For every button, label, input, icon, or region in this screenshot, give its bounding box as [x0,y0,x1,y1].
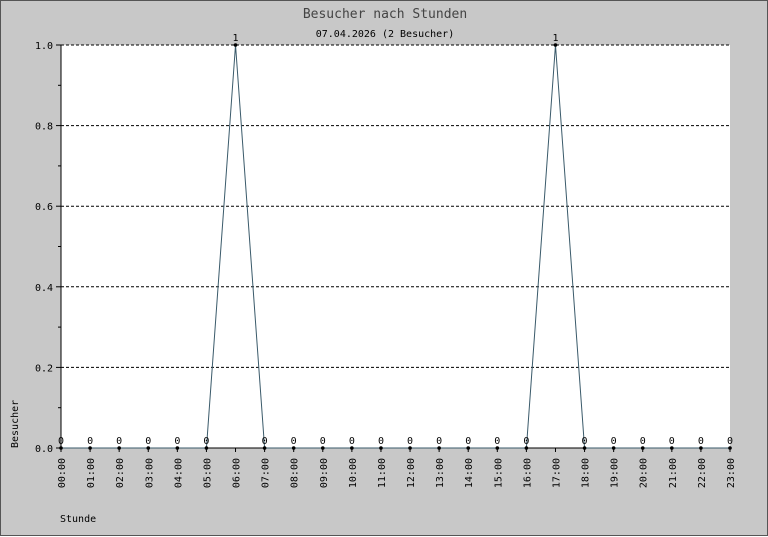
x-tick-label: 07:00 [261,458,272,488]
data-label: 0 [523,436,529,447]
data-point [262,446,267,450]
data-label: 0 [378,436,384,447]
data-label: 0 [611,436,617,447]
data-label: 1 [552,33,558,44]
data-label: 0 [582,436,588,447]
x-tick-label: 03:00 [144,458,155,488]
x-tick-label: 09:00 [319,458,330,488]
data-label: 0 [640,436,646,447]
data-label: 0 [669,436,675,447]
data-point [582,446,587,450]
data-label: 0 [291,436,297,447]
data-point [291,446,296,450]
data-label: 0 [145,436,151,447]
y-tick-label: 0.2 [35,363,53,374]
y-tick-label: 0.8 [35,122,53,133]
data-label: 0 [407,436,413,447]
data-label: 0 [87,436,93,447]
x-tick-label: 21:00 [668,458,679,488]
data-point [640,446,645,450]
data-label: 0 [203,436,209,447]
x-tick-label: 08:00 [290,458,301,488]
data-label: 0 [436,436,442,447]
x-tick-label: 01:00 [86,458,97,488]
data-point [553,43,558,47]
x-tick-label: 12:00 [406,458,417,488]
data-point [495,446,500,450]
x-tick-label: 14:00 [464,458,475,488]
data-point [233,43,238,47]
chart-title: Besucher nach Stunden [303,7,467,22]
x-tick-label: 11:00 [377,458,388,488]
data-label: 0 [58,436,64,447]
data-point [670,446,674,450]
data-point [408,446,412,450]
data-point [59,446,63,450]
data-point [728,446,732,450]
x-tick-label: 17:00 [551,458,562,488]
data-point [437,446,441,450]
data-label: 0 [116,436,122,447]
grid-layer [61,44,730,368]
data-point [379,446,383,450]
data-label: 1 [233,33,239,44]
y-tick-label: 0.6 [35,202,53,213]
y-tick-label: 0.0 [35,444,53,455]
data-point [117,446,121,450]
data-label: 0 [465,436,471,447]
data-point [320,446,325,450]
x-tick-label: 23:00 [726,458,737,488]
x-axis-label: Stunde [60,514,96,525]
x-tick-label: 06:00 [232,458,243,488]
data-label: 0 [262,436,268,447]
data-label: 0 [727,436,733,447]
data-point [350,446,354,450]
data-point [204,446,209,450]
data-label: 0 [698,436,704,447]
x-tick-label: 22:00 [697,458,708,488]
x-tick-label: 13:00 [435,458,446,488]
data-point [611,446,616,450]
plot-area [61,45,730,448]
data-point [146,446,151,450]
x-tick-label: 10:00 [348,458,359,488]
x-tick-label: 02:00 [115,458,126,488]
chart-subtitle: 07.04.2026 (2 Besucher) [316,29,454,40]
data-point [524,446,529,450]
x-tick-label: 20:00 [639,458,650,488]
x-tick-label: 04:00 [173,458,184,488]
data-label: 0 [174,436,180,447]
x-tick-label: 18:00 [581,458,592,488]
data-label: 0 [320,436,326,447]
data-point [466,446,471,450]
data-point [175,446,180,450]
data-label: 0 [349,436,355,447]
x-tick-label: 16:00 [522,458,533,488]
x-tick-label: 05:00 [202,458,213,488]
y-tick-label: 0.4 [35,283,53,294]
series-layer: 0 0 0 0 0 0 1 0 0 0 0 0 0 0 0 0 0 1 0 0 0 0 0 0 [58,33,733,450]
data-point [88,446,92,450]
y-axis-label: Besucher [10,400,21,448]
series-line [61,44,730,449]
x-tick-label: 15:00 [493,458,504,488]
x-tick-label: 19:00 [610,458,621,488]
data-label: 0 [494,436,500,447]
data-point [699,446,703,450]
y-tick-label: 1.0 [35,41,53,52]
x-tick-label: 00:00 [57,458,68,488]
